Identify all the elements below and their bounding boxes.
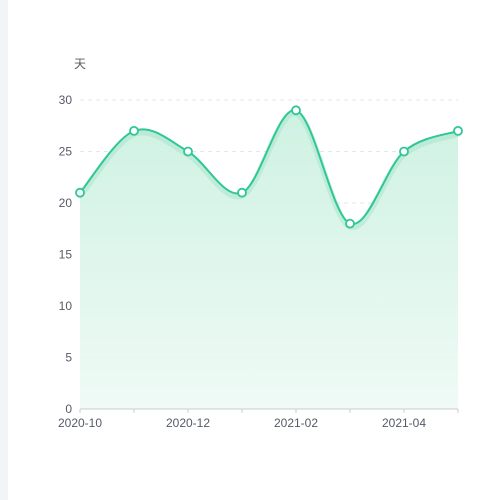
y-tick-label: 25 [59, 145, 73, 159]
y-axis-ticks: 0 5 10 15 20 25 30 [59, 93, 73, 416]
y-tick-label: 20 [59, 196, 73, 210]
data-point[interactable] [75, 187, 85, 198]
x-tick-label: 2021-02 [274, 416, 318, 430]
data-point[interactable] [399, 146, 409, 157]
series-area [80, 110, 458, 409]
y-tick-label: 30 [59, 93, 73, 107]
x-tick-label: 2021-04 [382, 416, 426, 430]
data-point[interactable] [183, 146, 193, 157]
x-tick-label: 2020-10 [58, 416, 102, 430]
left-sidebar-strip [0, 0, 8, 500]
y-tick-label: 5 [65, 351, 72, 365]
series-line-shadow [77, 110, 461, 230]
data-points [75, 105, 463, 229]
data-point[interactable] [453, 125, 463, 136]
x-axis-ticks: 2020-10 2020-12 2021-02 2021-04 [58, 409, 459, 430]
data-point[interactable] [237, 187, 247, 198]
y-axis-unit-label: 天 [74, 57, 86, 71]
x-tick-label: 2020-12 [166, 416, 210, 430]
data-point[interactable] [129, 125, 139, 136]
data-point[interactable] [345, 218, 355, 229]
y-tick-label: 15 [59, 248, 73, 262]
y-tick-label: 0 [65, 402, 72, 416]
series-line [79, 109, 459, 225]
y-tick-label: 10 [59, 299, 73, 313]
data-point[interactable] [291, 105, 301, 116]
